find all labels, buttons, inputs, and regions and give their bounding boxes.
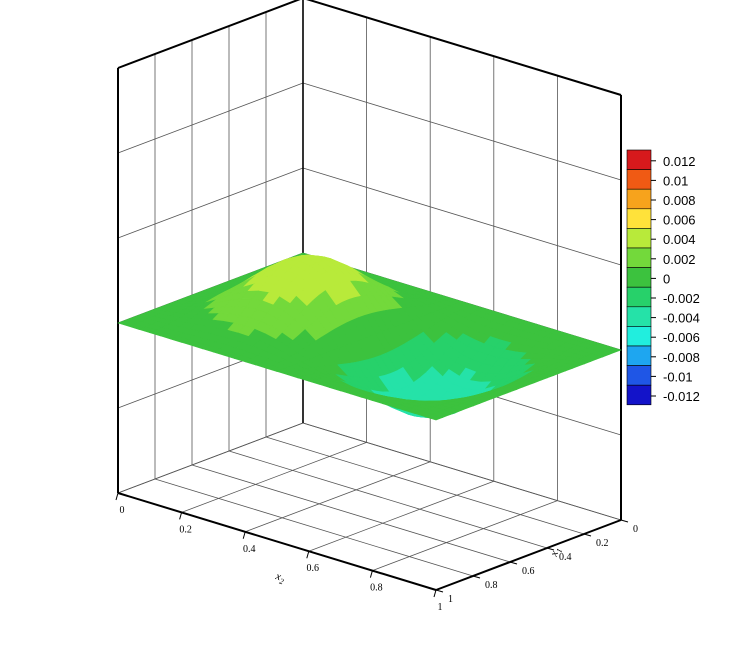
x2-tick-mark (242, 531, 246, 539)
legend-swatch (626, 306, 652, 327)
x1-tick-mark (620, 519, 629, 523)
x2-tick-label: 0 (120, 505, 125, 516)
x2-tick-label: 0.4 (243, 544, 256, 555)
legend-swatch (626, 365, 652, 386)
x1-tick-label: 1 (448, 594, 453, 605)
surface-cell (424, 414, 444, 421)
legend-label: -0.01 (663, 369, 693, 384)
x2-tick-label: 0.2 (179, 524, 192, 535)
x2-tick-label: 1 (438, 602, 443, 613)
legend-swatch (626, 188, 652, 210)
x2-tick-mark (433, 589, 437, 598)
x2-tick-label: 0.6 (307, 563, 320, 574)
back-wall-grid-line (302, 82, 622, 181)
axis-box (117, 0, 622, 591)
x1-tick-label: 0.8 (485, 580, 498, 591)
x2-tick-label: 0.8 (370, 583, 383, 594)
x1-tick-mark (435, 589, 444, 593)
floor-grid-line (154, 478, 474, 577)
frame-edge (117, 492, 437, 591)
x1-tick-mark (546, 547, 555, 551)
legend-label: 0.012 (663, 154, 696, 169)
legend-swatch (626, 267, 652, 288)
x1-tick-mark (472, 575, 481, 579)
x2-axis-label: x2 (273, 570, 287, 586)
side-wall-grid-line (117, 167, 304, 239)
floor-grid-line (181, 442, 367, 513)
x1-axis-subscript: 1 (554, 547, 564, 554)
x2-tick-mark (306, 551, 310, 559)
side-wall-grid-line (117, 422, 304, 494)
legend-label: 0 (663, 271, 670, 286)
legend-swatch (626, 384, 652, 406)
floor-grid-line (265, 436, 585, 535)
legend-label: 0.002 (663, 252, 696, 267)
legend-label: -0.008 (663, 350, 700, 365)
floor-grid-line (191, 464, 511, 563)
x1-tick-mark (583, 533, 592, 537)
surface-mesh (117, 252, 622, 421)
legend-swatch (626, 169, 652, 190)
x1-tick-mark (509, 561, 518, 565)
legend-label: -0.012 (663, 389, 700, 404)
legend-swatch (626, 247, 652, 268)
legend-swatch (626, 208, 652, 229)
floor-grid-line (245, 461, 431, 533)
x1-tick-label: 0.4 (559, 552, 572, 563)
x2-tick-mark (369, 570, 373, 578)
x1-tick-label: 0 (633, 524, 638, 535)
floor-grid-line (372, 500, 558, 571)
legend-swatch (626, 149, 652, 170)
x2-axis-subscript: 2 (278, 577, 284, 587)
legend-label: 0.01 (663, 173, 688, 188)
back-wall-grid-line (302, 422, 622, 521)
back-wall-grid-line (302, 167, 622, 266)
frame-edge (306, 0, 622, 96)
legend-label: -0.004 (663, 311, 700, 326)
frame-edge (117, 0, 301, 69)
legend-label: 0.004 (663, 232, 696, 247)
frame-edge (435, 519, 622, 591)
floor-grid-line (308, 480, 494, 552)
legend-label: -0.002 (663, 291, 700, 306)
x2-tick-mark (179, 512, 183, 520)
legend-label: -0.006 (663, 330, 700, 345)
legend-label: 0.008 (663, 193, 696, 208)
color-legend: 0.012 0.01 0.008 0.006 0.004 0.002 0 -0.002 -0.0… (626, 149, 700, 406)
legend-label: 0.006 (663, 213, 696, 228)
legend-swatch (626, 286, 652, 308)
x1-tick-label: 0.2 (596, 538, 609, 549)
x1-tick-label: 0.6 (522, 566, 535, 577)
legend-swatch (626, 228, 652, 249)
side-wall-grid-line (117, 82, 304, 154)
floor-grid-line (228, 450, 548, 549)
legend-swatch (626, 345, 652, 366)
legend-swatch (626, 326, 652, 347)
x2-tick-mark (115, 492, 119, 501)
